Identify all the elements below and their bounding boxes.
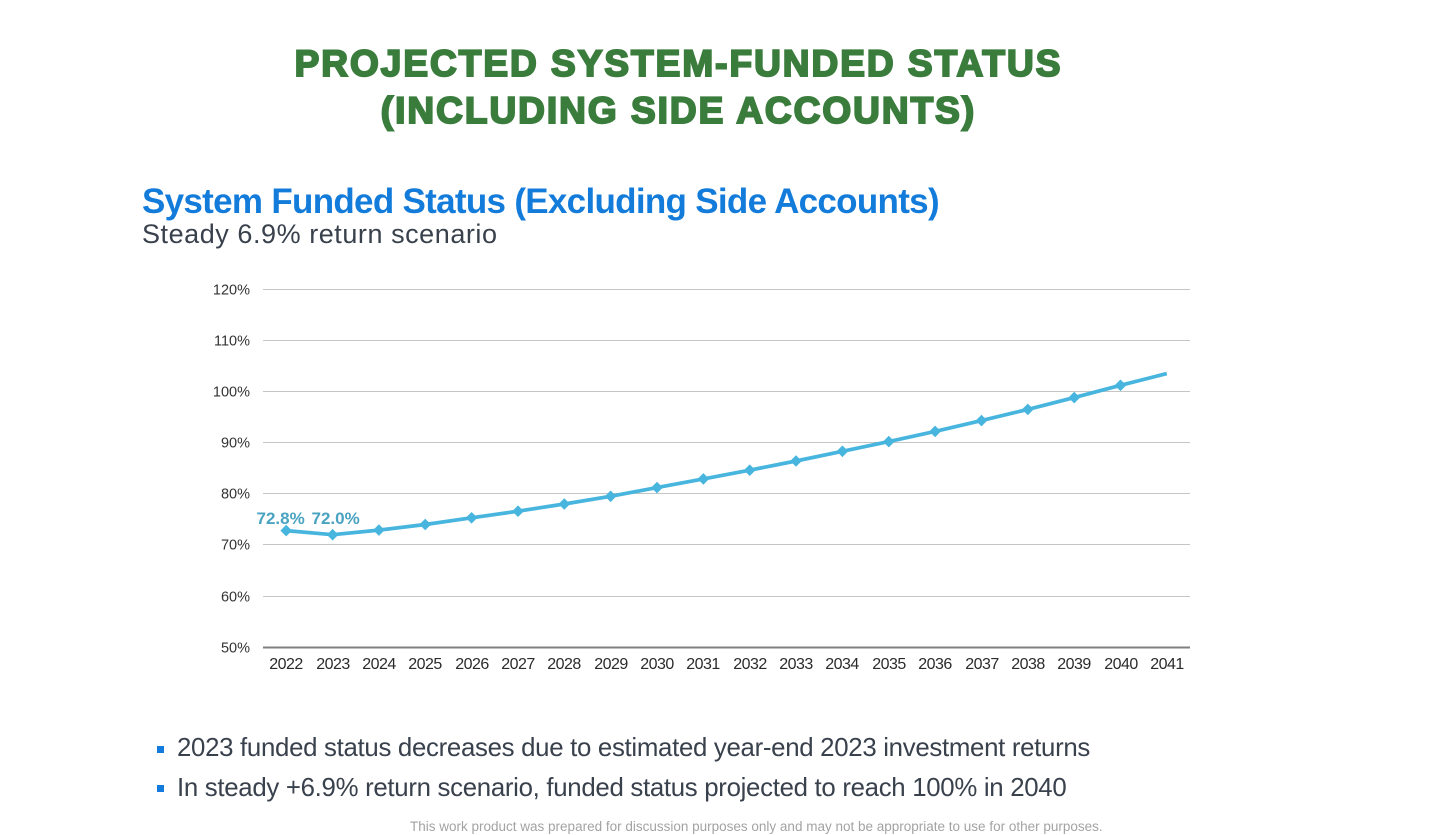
svg-text:70%: 70%: [221, 538, 250, 554]
svg-text:110%: 110%: [214, 334, 250, 350]
svg-text:2040: 2040: [1104, 656, 1138, 673]
svg-text:2022: 2022: [269, 656, 303, 673]
svg-text:2041: 2041: [1150, 656, 1184, 673]
svg-text:90%: 90%: [221, 436, 250, 452]
svg-text:72.0%: 72.0%: [312, 509, 360, 528]
svg-text:2038: 2038: [1011, 656, 1045, 673]
svg-text:2030: 2030: [640, 656, 674, 673]
svg-text:72.8%: 72.8%: [257, 509, 305, 528]
svg-text:100%: 100%: [213, 385, 250, 401]
svg-text:2028: 2028: [547, 656, 581, 673]
svg-text:120%: 120%: [213, 283, 250, 299]
svg-text:2036: 2036: [918, 656, 952, 673]
svg-text:60%: 60%: [221, 590, 250, 606]
svg-text:2023: 2023: [316, 656, 350, 673]
svg-text:80%: 80%: [221, 487, 250, 503]
svg-text:2035: 2035: [872, 656, 906, 673]
svg-text:2026: 2026: [455, 656, 489, 673]
svg-text:50%: 50%: [221, 641, 250, 657]
svg-text:2024: 2024: [362, 656, 396, 673]
svg-text:2029: 2029: [594, 656, 628, 673]
svg-text:2033: 2033: [779, 656, 813, 673]
svg-text:2037: 2037: [965, 656, 999, 673]
svg-text:2025: 2025: [408, 656, 442, 673]
svg-text:2034: 2034: [825, 656, 859, 673]
svg-text:2032: 2032: [733, 656, 767, 673]
svg-text:2031: 2031: [686, 656, 720, 673]
svg-text:2027: 2027: [501, 656, 535, 673]
svg-text:2039: 2039: [1057, 656, 1091, 673]
